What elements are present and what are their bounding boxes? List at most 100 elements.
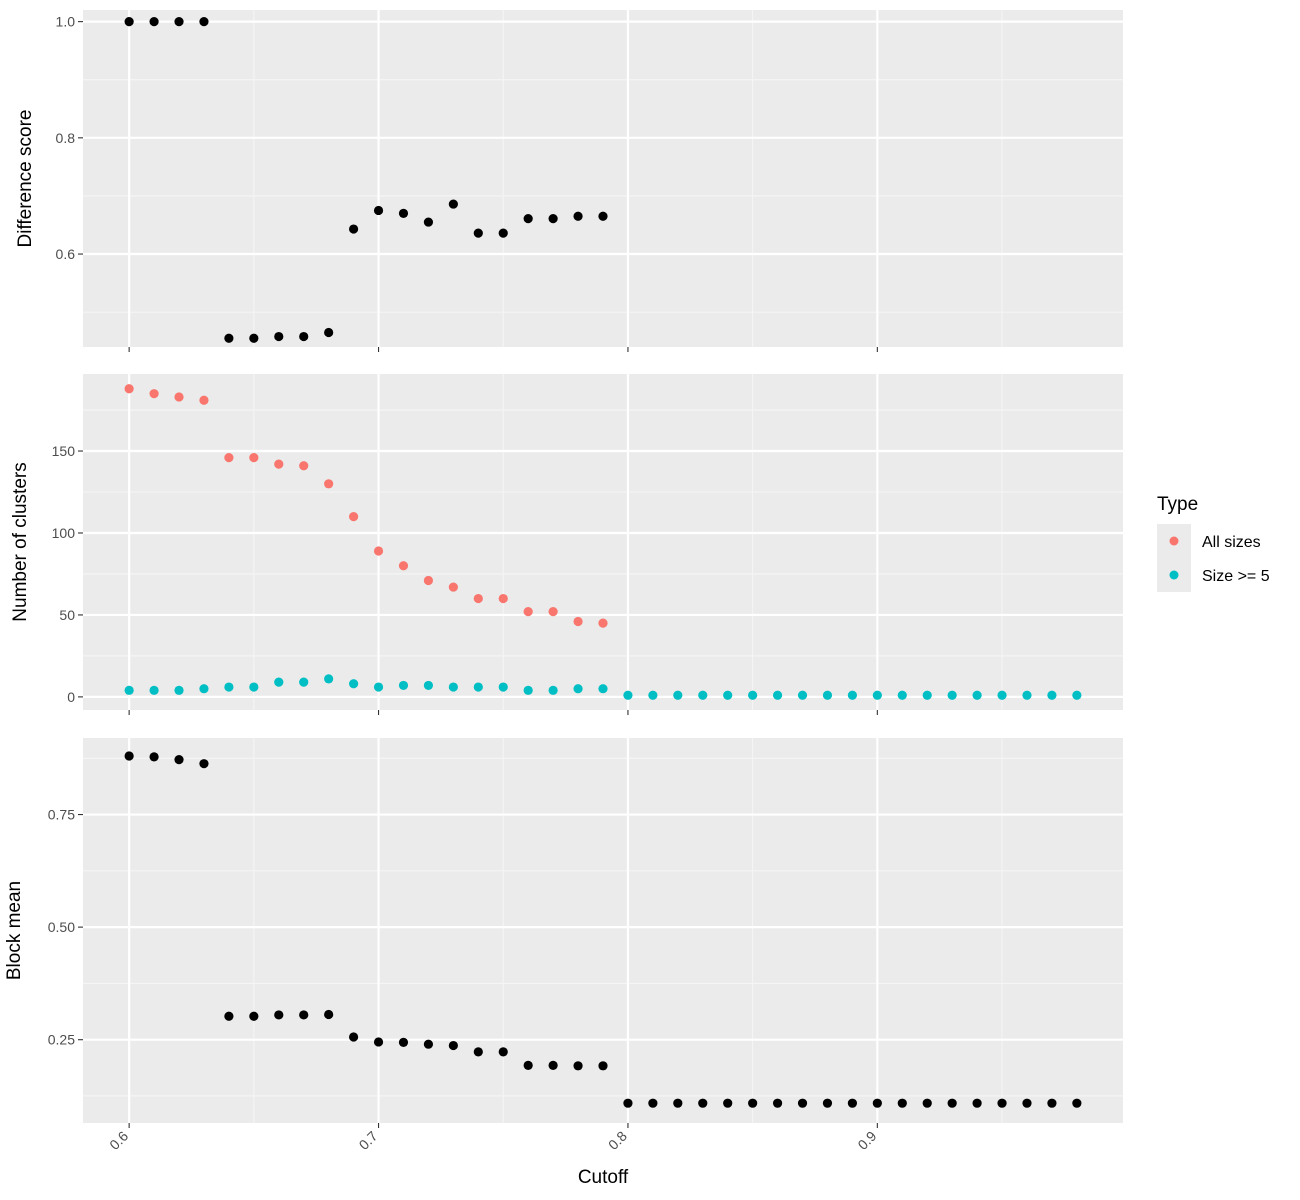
data-point	[498, 682, 508, 692]
data-point	[947, 1098, 957, 1108]
data-point	[1022, 1098, 1032, 1108]
data-point	[872, 690, 882, 700]
data-point	[398, 561, 409, 571]
data-point	[523, 213, 533, 224]
data-point	[698, 690, 708, 700]
data-point	[523, 685, 533, 695]
y-axis-title: Number of clusters	[10, 462, 31, 621]
data-point	[149, 752, 159, 762]
data-point	[922, 1098, 932, 1108]
data-point	[398, 208, 409, 218]
data-point	[723, 690, 733, 700]
y-tick-label: 0.8	[56, 130, 76, 146]
series-1	[124, 17, 608, 343]
y-tick-label: 0.6	[56, 246, 76, 262]
data-point	[324, 327, 334, 338]
data-point	[348, 679, 359, 689]
data-point	[224, 682, 234, 692]
data-point	[373, 682, 384, 692]
panel-2: 0 50 100 150 Number of clusters	[10, 374, 1123, 715]
y-tick-label: 0.75	[48, 807, 75, 823]
data-point	[498, 228, 508, 238]
data-point	[498, 1047, 508, 1057]
panel-1: 0.6 0.8 1.0 Difference score	[15, 10, 1123, 352]
data-point	[598, 684, 608, 694]
data-point	[772, 1098, 783, 1108]
data-point	[448, 1040, 458, 1051]
data-point	[623, 690, 633, 700]
data-point	[673, 690, 683, 700]
data-point	[498, 593, 508, 604]
legend-label-size-5: Size >= 5	[1202, 568, 1270, 585]
data-point	[772, 690, 783, 700]
data-point	[299, 677, 309, 687]
data-point	[274, 459, 284, 469]
data-point	[423, 217, 434, 227]
data-point	[723, 1098, 733, 1108]
panel-background	[83, 374, 1123, 710]
y-tick-label: 50	[59, 607, 75, 623]
data-point	[947, 690, 957, 700]
data-point	[972, 690, 982, 700]
data-point	[598, 618, 608, 628]
data-point	[573, 684, 583, 694]
data-point	[1047, 690, 1057, 700]
data-point	[797, 1098, 808, 1108]
data-point	[972, 1098, 982, 1108]
data-point	[274, 1010, 284, 1020]
y-tick-label: 150	[52, 443, 76, 459]
data-point	[373, 1037, 384, 1047]
data-point	[448, 682, 458, 692]
y-axis-title: Block mean	[4, 881, 25, 980]
y-axis-title: Difference score	[15, 110, 36, 248]
data-point	[1022, 690, 1032, 700]
series-1	[124, 751, 1082, 1108]
data-point	[224, 333, 234, 343]
data-point	[149, 17, 159, 27]
data-point	[199, 395, 209, 405]
data-point	[548, 213, 558, 224]
data-point	[897, 1098, 907, 1108]
y-tick-label: 1.0	[56, 14, 76, 30]
data-point	[423, 680, 434, 691]
data-point	[922, 690, 932, 700]
series-1-all-sizes	[124, 384, 608, 628]
legend: Type All sizes Size >= 5	[1157, 494, 1270, 592]
data-point	[274, 677, 284, 687]
x-axis-title: Cutoff	[578, 1167, 629, 1188]
data-point	[324, 479, 334, 489]
data-point	[299, 331, 309, 342]
data-point	[573, 616, 583, 627]
data-point	[748, 1098, 758, 1108]
data-point	[373, 546, 384, 556]
data-point	[299, 461, 309, 471]
data-point	[573, 1061, 583, 1071]
data-point	[997, 1098, 1007, 1108]
data-point	[448, 582, 458, 592]
data-point	[249, 682, 259, 692]
panels: 0.6 0.8 1.0 Difference score 0 50 100 150 Number…	[4, 10, 1123, 1153]
data-point	[174, 392, 184, 402]
panel-background	[83, 10, 1123, 347]
data-point	[249, 452, 259, 463]
legend-key-all-sizes	[1169, 536, 1179, 546]
data-point	[348, 1032, 359, 1042]
data-point	[299, 1010, 309, 1020]
data-point	[473, 228, 483, 238]
data-point	[1047, 1098, 1057, 1108]
data-point	[872, 1098, 882, 1108]
data-point	[698, 1098, 708, 1108]
series-2-size-5	[124, 674, 1082, 700]
data-point	[348, 224, 359, 234]
data-point	[847, 690, 858, 700]
data-point	[199, 17, 209, 27]
data-point	[473, 593, 483, 604]
data-point	[423, 575, 434, 586]
data-point	[149, 389, 159, 399]
data-point	[199, 759, 209, 769]
data-point	[1072, 690, 1082, 700]
data-point	[847, 1098, 858, 1108]
data-point	[523, 607, 533, 617]
